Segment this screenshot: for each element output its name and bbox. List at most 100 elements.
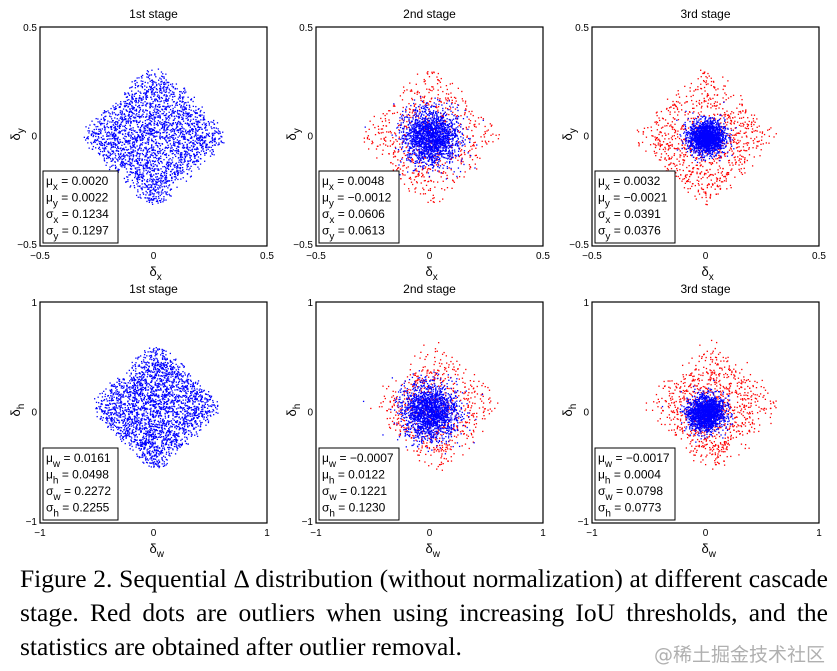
inlier-point (172, 157, 173, 158)
inlier-point (156, 179, 157, 180)
inlier-point (192, 128, 193, 129)
inlier-point (142, 177, 143, 178)
outlier-point (421, 176, 422, 177)
inlier-point (148, 137, 149, 138)
inlier-point (441, 123, 442, 124)
inlier-point (152, 180, 153, 181)
inlier-point (188, 134, 189, 135)
inlier-point (105, 131, 106, 132)
inlier-point (132, 94, 133, 95)
inlier-point (149, 113, 150, 114)
inlier-point (146, 103, 147, 104)
inlier-point (97, 144, 98, 145)
inlier-point (131, 105, 132, 106)
inlier-point (415, 127, 416, 128)
inlier-point (131, 96, 132, 97)
inlier-point (104, 144, 105, 145)
outlier-point (425, 104, 426, 105)
inlier-point (420, 118, 421, 119)
outlier-point (413, 172, 414, 173)
inlier-point (136, 183, 137, 184)
inlier-point (428, 129, 429, 130)
inlier-point (454, 131, 455, 132)
inlier-point (183, 177, 184, 178)
inlier-point (159, 78, 160, 79)
outlier-point (442, 173, 443, 174)
inlier-point (121, 161, 122, 162)
outlier-point (457, 160, 458, 161)
inlier-point (132, 151, 133, 152)
outlier-point (430, 90, 431, 91)
outlier-point (469, 123, 470, 124)
inlier-point (122, 121, 123, 122)
inlier-point (409, 147, 410, 148)
inlier-point (171, 169, 172, 170)
inlier-point (135, 87, 136, 88)
inlier-point (445, 124, 446, 125)
inlier-point (195, 119, 196, 120)
inlier-point (212, 122, 213, 123)
inlier-point (173, 141, 174, 142)
outlier-point (477, 157, 478, 158)
inlier-point (127, 161, 128, 162)
inlier-point (130, 155, 131, 156)
inlier-point (409, 133, 410, 134)
inlier-point (447, 168, 448, 169)
inlier-point (169, 89, 170, 90)
inlier-point (167, 118, 168, 119)
inlier-point (115, 144, 116, 145)
outlier-point (453, 174, 454, 175)
inlier-point (194, 149, 195, 150)
inlier-point (143, 167, 144, 168)
inlier-point (178, 172, 179, 173)
inlier-point (431, 151, 432, 152)
inlier-point (428, 131, 429, 132)
inlier-point (108, 127, 109, 128)
inlier-point (222, 132, 223, 133)
inlier-point (110, 138, 111, 139)
inlier-point (219, 131, 220, 132)
inlier-point (136, 110, 137, 111)
inlier-point (119, 107, 120, 108)
outlier-point (445, 97, 446, 98)
inlier-point (134, 117, 135, 118)
inlier-point (153, 112, 154, 113)
inlier-point (413, 136, 414, 137)
inlier-point (204, 124, 205, 125)
inlier-point (202, 146, 203, 147)
inlier-point (90, 142, 91, 143)
scatter-panel: 2nd stage−0.5−0.5000.50.5δxδyμx = 0.0048… (284, 7, 550, 283)
inlier-point (434, 161, 435, 162)
inlier-point (152, 199, 153, 200)
inlier-point (148, 184, 149, 185)
inlier-point (160, 106, 161, 107)
inlier-point (430, 158, 431, 159)
inlier-point (437, 156, 438, 157)
inlier-point (156, 165, 157, 166)
inlier-point (183, 128, 184, 129)
outlier-point (470, 120, 471, 121)
inlier-point (102, 145, 103, 146)
inlier-point (407, 139, 408, 140)
inlier-point (169, 140, 170, 141)
inlier-point (145, 191, 146, 192)
inlier-point (207, 129, 208, 130)
outlier-point (416, 181, 417, 182)
inlier-point (416, 149, 417, 150)
inlier-point (182, 98, 183, 99)
outlier-point (420, 100, 421, 101)
inlier-point (100, 151, 101, 152)
inlier-point (205, 130, 206, 131)
inlier-point (168, 140, 169, 141)
inlier-point (432, 162, 433, 163)
inlier-point (130, 162, 131, 163)
inlier-point (176, 187, 177, 188)
inlier-point (467, 129, 468, 130)
outlier-point (483, 118, 484, 119)
outlier-point (461, 91, 462, 92)
inlier-point (418, 145, 419, 146)
inlier-point (136, 113, 137, 114)
inlier-point (412, 117, 413, 118)
inlier-point (151, 176, 152, 177)
inlier-point (451, 126, 452, 127)
